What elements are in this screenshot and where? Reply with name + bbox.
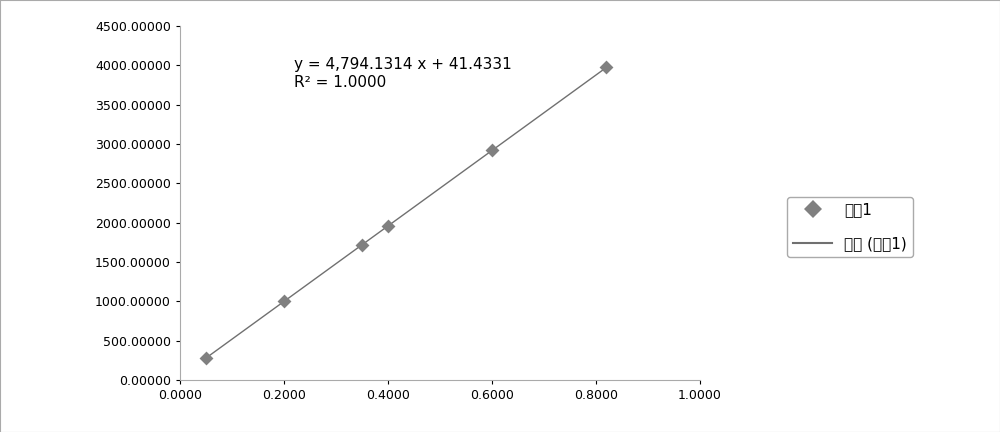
Point (354, 241, 370, 248)
Point (198, 355, 214, 362)
Text: y = 4,794.1314 x + 41.4331
R² = 1.0000: y = 4,794.1314 x + 41.4331 R² = 1.0000 (294, 57, 512, 90)
Point (484, 147, 500, 154)
Legend: 系儗1, 线性 (系儗1): 系儗1, 线性 (系儗1) (787, 197, 913, 257)
Point (276, 298, 292, 305)
Point (598, 64, 614, 71)
Point (380, 222, 396, 229)
